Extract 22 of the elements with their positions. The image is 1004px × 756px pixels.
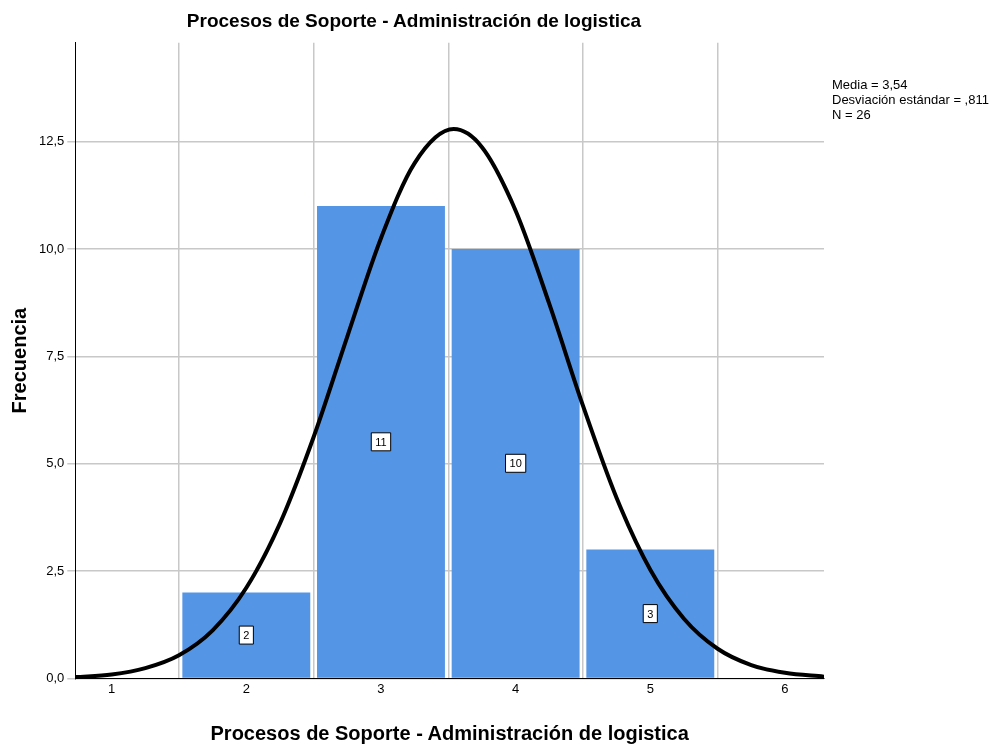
x-tick-label: 4 — [512, 680, 520, 696]
y-tick-label: 7,5 — [46, 347, 65, 363]
text: N = 26 — [832, 106, 871, 122]
data-label: 10 — [509, 457, 522, 470]
x-tick-label: 1 — [108, 680, 116, 696]
chart-title: Procesos de Soporte - Administración de logistica — [186, 9, 642, 31]
x-tick-label: 6 — [781, 680, 789, 696]
data-label: 2 — [243, 629, 250, 642]
y-tick-label: 12,5 — [38, 133, 65, 149]
y-tick-label: 0,0 — [46, 669, 65, 685]
x-tick-label: 5 — [646, 680, 654, 696]
x-tick-label: 3 — [377, 680, 385, 696]
text: Desviación estándar = ,811 — [832, 91, 989, 107]
x-axis-title: Procesos de Soporte - Administración de logistica — [210, 721, 690, 744]
y-axis-title: Frecuencia — [7, 306, 30, 414]
y-tick-label: 5,0 — [46, 455, 65, 471]
text: Media = 3,54 — [832, 76, 908, 92]
y-tick-label: 2,5 — [46, 562, 65, 578]
data-label: 3 — [647, 607, 654, 620]
y-tick-label: 10,0 — [38, 240, 65, 256]
data-label: 11 — [375, 435, 387, 448]
x-tick-label: 2 — [242, 680, 250, 696]
